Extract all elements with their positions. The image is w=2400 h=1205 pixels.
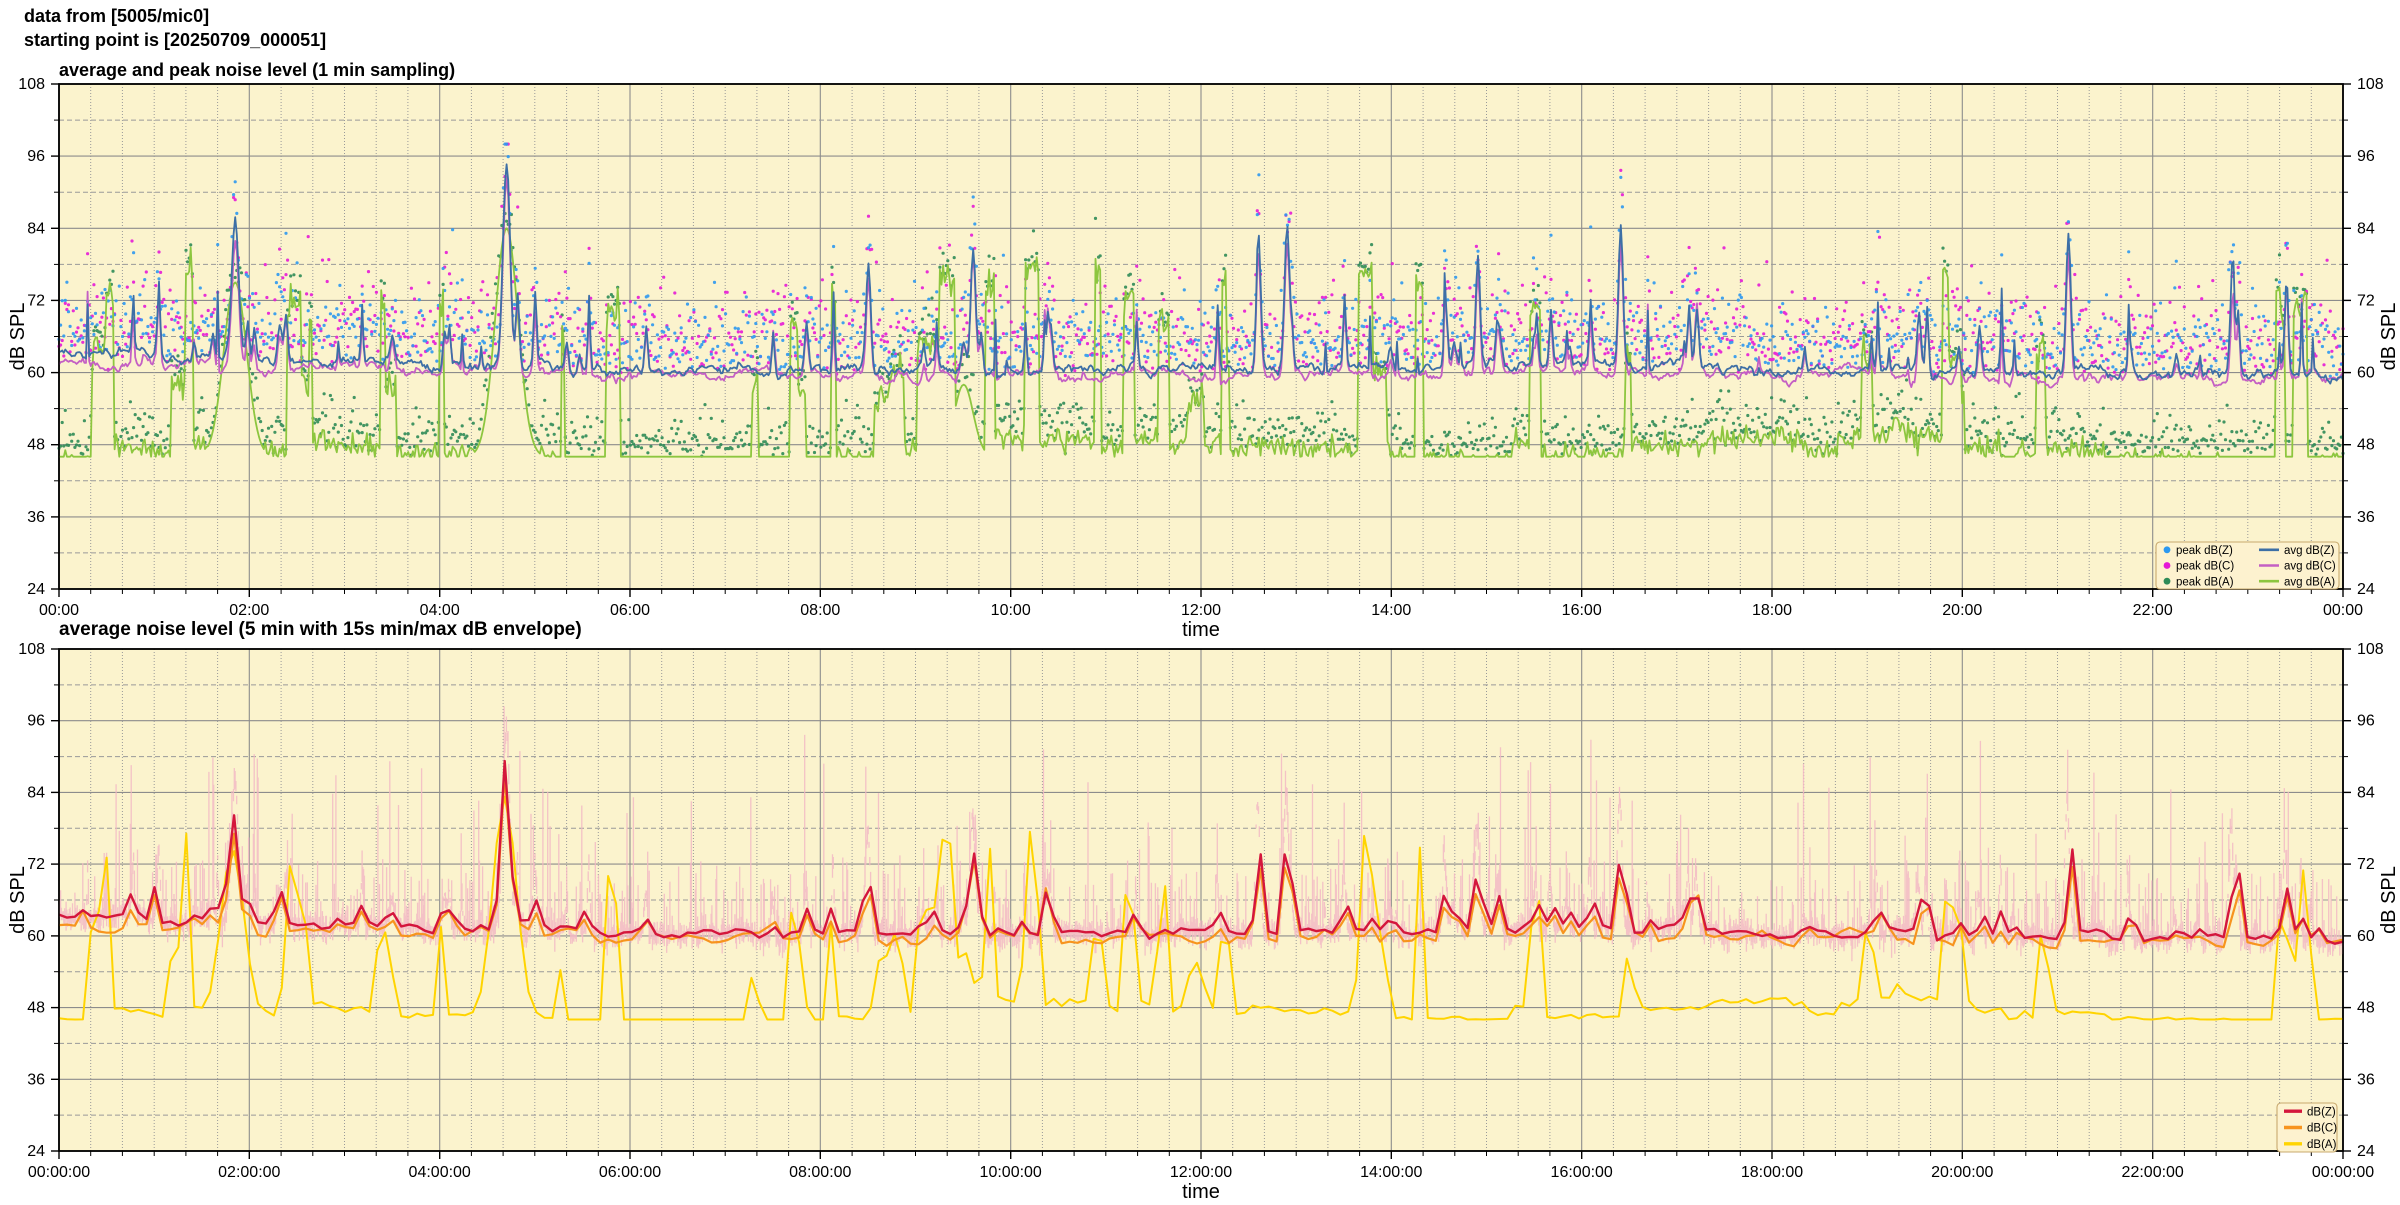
svg-text:108: 108 bbox=[18, 641, 45, 658]
svg-text:08:00:00: 08:00:00 bbox=[789, 1164, 851, 1181]
svg-text:84: 84 bbox=[27, 220, 45, 237]
svg-text:20:00:00: 20:00:00 bbox=[1931, 1164, 1993, 1181]
svg-text:04:00:00: 04:00:00 bbox=[409, 1164, 471, 1181]
svg-text:peak dB(Z): peak dB(Z) bbox=[2176, 545, 2233, 557]
svg-text:84: 84 bbox=[27, 784, 45, 801]
svg-text:peak dB(A): peak dB(A) bbox=[2176, 576, 2234, 588]
svg-text:24: 24 bbox=[2357, 581, 2375, 598]
svg-text:dB SPL: dB SPL bbox=[2378, 303, 2400, 371]
svg-text:dB(C): dB(C) bbox=[2307, 1123, 2337, 1135]
svg-text:14:00:00: 14:00:00 bbox=[1360, 1164, 1422, 1181]
svg-text:36: 36 bbox=[2357, 1071, 2375, 1088]
svg-text:18:00:00: 18:00:00 bbox=[1741, 1164, 1803, 1181]
svg-text:dB SPL: dB SPL bbox=[2378, 866, 2400, 934]
svg-text:60: 60 bbox=[2357, 365, 2375, 382]
svg-text:10:00:00: 10:00:00 bbox=[980, 1164, 1042, 1181]
svg-text:12:00:00: 12:00:00 bbox=[1170, 1164, 1232, 1181]
svg-text:36: 36 bbox=[27, 1071, 45, 1088]
svg-text:00:00:00: 00:00:00 bbox=[28, 1164, 90, 1181]
svg-text:06:00:00: 06:00:00 bbox=[599, 1164, 661, 1181]
svg-text:108: 108 bbox=[18, 76, 45, 93]
svg-text:22:00:00: 22:00:00 bbox=[2122, 1164, 2184, 1181]
svg-text:24: 24 bbox=[27, 1143, 45, 1160]
svg-text:average noise level (5 min wit: average noise level (5 min with 15s min/… bbox=[59, 619, 582, 640]
svg-text:72: 72 bbox=[27, 856, 45, 873]
svg-text:00:00:00: 00:00:00 bbox=[2312, 1164, 2374, 1181]
svg-text:36: 36 bbox=[27, 509, 45, 526]
svg-text:60: 60 bbox=[2357, 928, 2375, 945]
svg-text:72: 72 bbox=[2357, 292, 2375, 309]
svg-text:dB SPL: dB SPL bbox=[7, 303, 29, 371]
svg-text:48: 48 bbox=[2357, 437, 2375, 454]
svg-text:24: 24 bbox=[2357, 1143, 2375, 1160]
svg-text:108: 108 bbox=[2357, 76, 2384, 93]
svg-text:avg dB(Z): avg dB(Z) bbox=[2284, 545, 2335, 557]
svg-text:peak dB(C): peak dB(C) bbox=[2176, 561, 2234, 573]
svg-text:16:00:00: 16:00:00 bbox=[1551, 1164, 1613, 1181]
svg-text:48: 48 bbox=[2357, 1000, 2375, 1017]
svg-text:96: 96 bbox=[2357, 713, 2375, 730]
svg-text:96: 96 bbox=[2357, 148, 2375, 165]
svg-text:108: 108 bbox=[2357, 641, 2384, 658]
svg-text:avg dB(C): avg dB(C) bbox=[2284, 561, 2336, 573]
svg-text:84: 84 bbox=[2357, 220, 2375, 237]
svg-text:48: 48 bbox=[27, 437, 45, 454]
svg-text:dB(Z): dB(Z) bbox=[2307, 1106, 2336, 1118]
svg-text:84: 84 bbox=[2357, 784, 2375, 801]
svg-text:72: 72 bbox=[27, 292, 45, 309]
svg-text:60: 60 bbox=[27, 928, 45, 945]
svg-text:60: 60 bbox=[27, 365, 45, 382]
svg-text:dB SPL: dB SPL bbox=[7, 866, 29, 934]
svg-text:02:00:00: 02:00:00 bbox=[218, 1164, 280, 1181]
svg-text:96: 96 bbox=[27, 148, 45, 165]
svg-text:72: 72 bbox=[2357, 856, 2375, 873]
svg-text:24: 24 bbox=[27, 581, 45, 598]
svg-text:average and peak noise level (: average and peak noise level (1 min samp… bbox=[59, 60, 455, 80]
svg-text:dB(A): dB(A) bbox=[2307, 1139, 2337, 1151]
svg-text:48: 48 bbox=[27, 1000, 45, 1017]
svg-text:36: 36 bbox=[2357, 509, 2375, 526]
svg-text:96: 96 bbox=[27, 713, 45, 730]
svg-text:avg dB(A): avg dB(A) bbox=[2284, 576, 2335, 588]
